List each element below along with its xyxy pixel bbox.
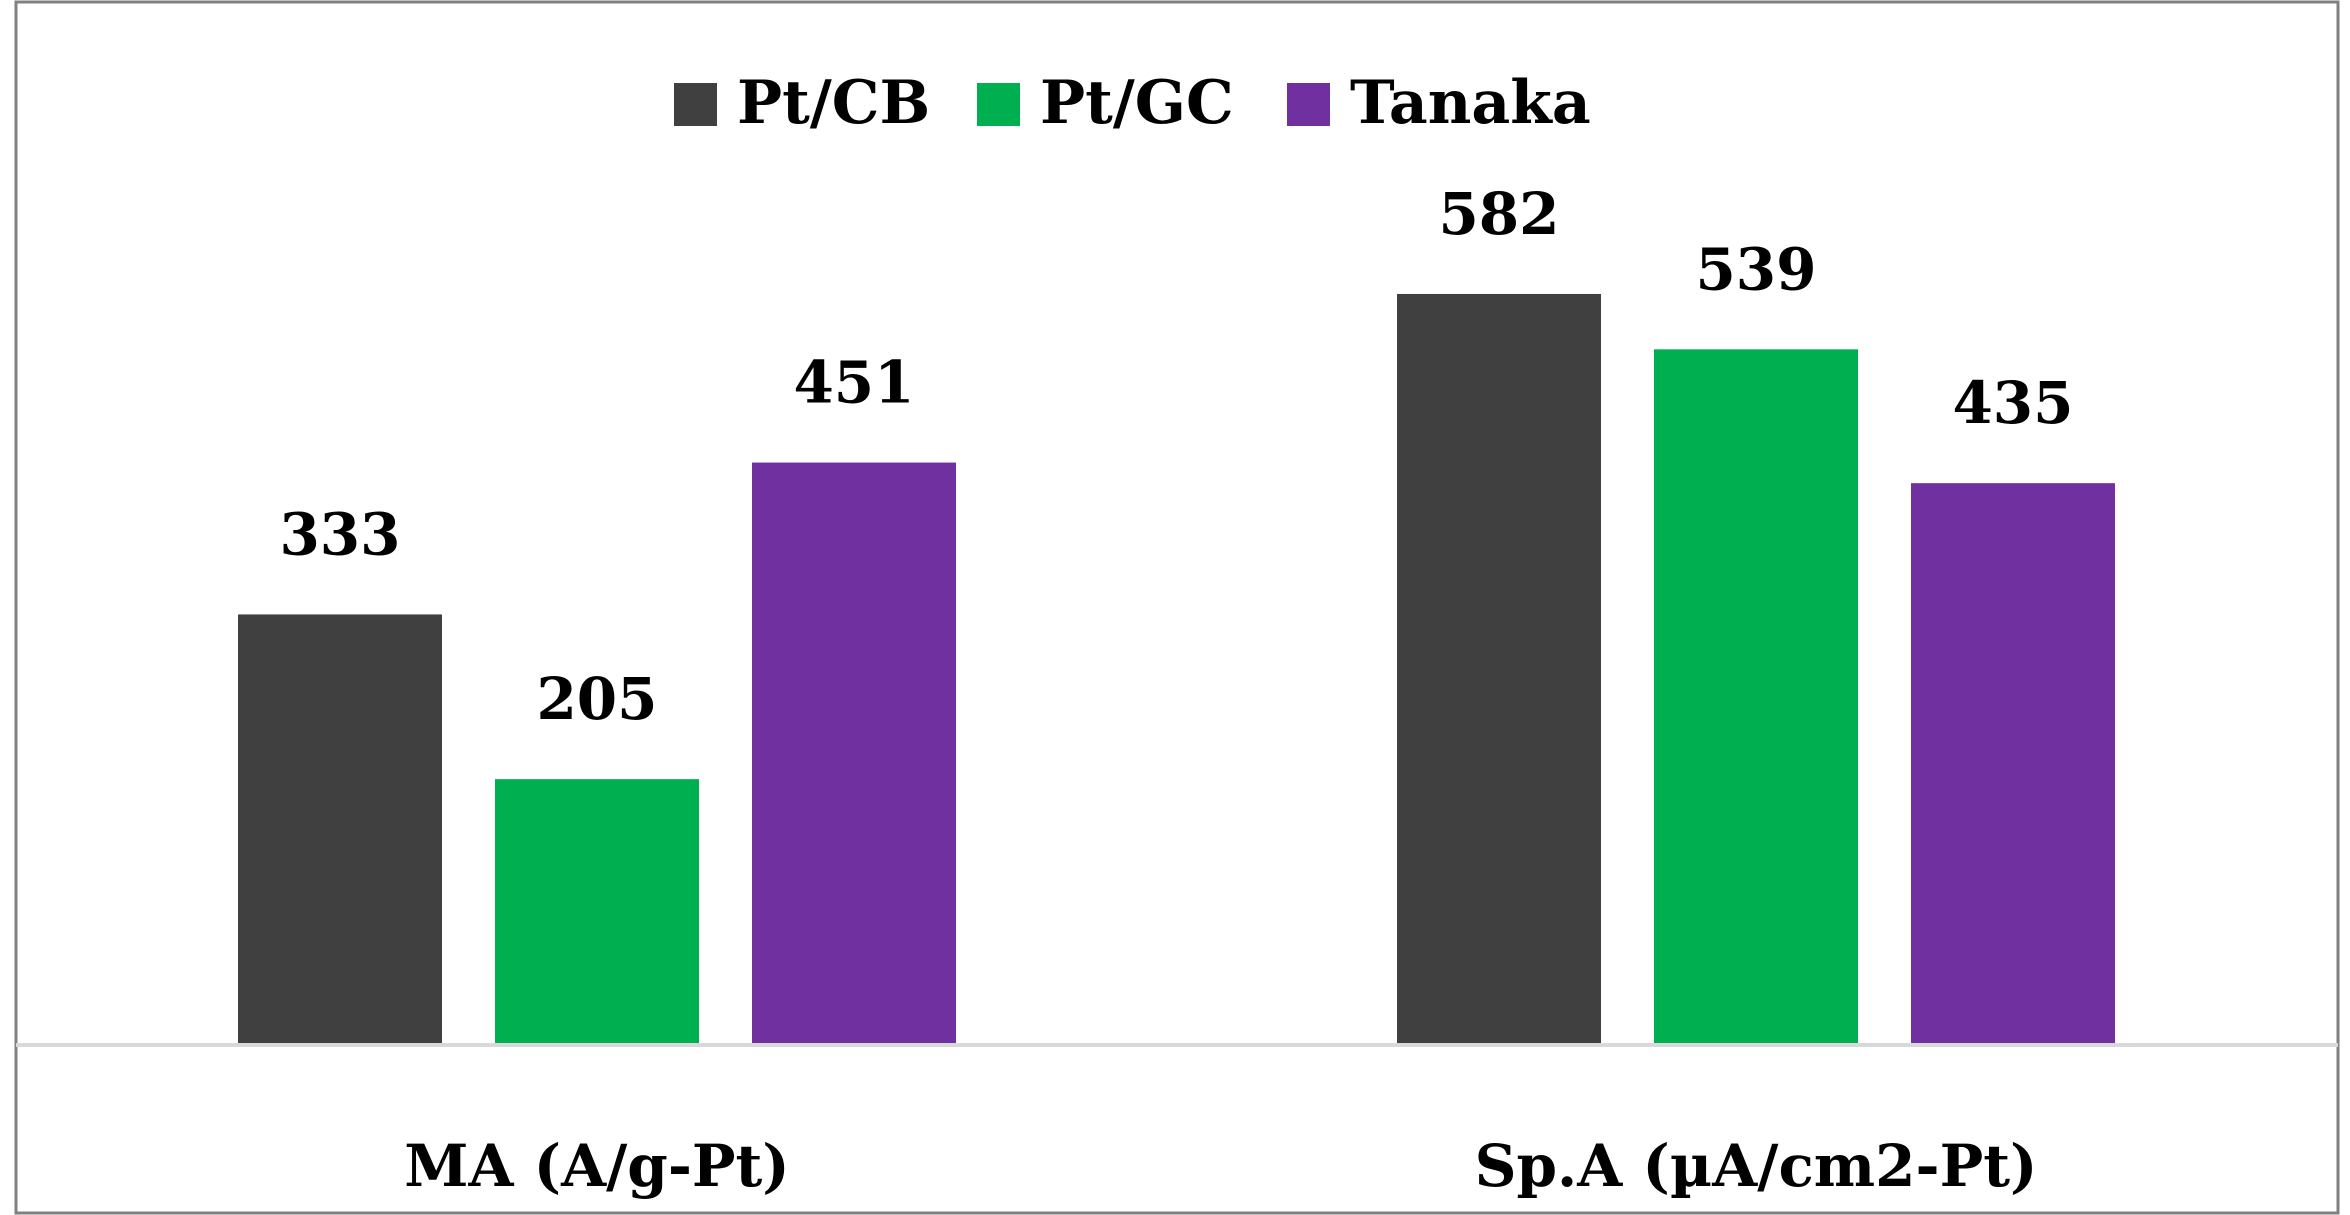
bar-pt-gc-spa (1654, 349, 1858, 1043)
bar-tanaka-ma (752, 462, 956, 1043)
legend-swatch-tanaka (1287, 83, 1330, 126)
bar-pt-cb-spa (1397, 293, 1601, 1043)
category-label-spa: Sp.A (µA/cm2-Pt) (1475, 1132, 2038, 1200)
bars-group (238, 293, 2115, 1043)
data-label-tanaka-spa: 435 (1952, 369, 2073, 437)
data-label-pt-cb-ma: 333 (279, 500, 400, 568)
category-labels: MA (A/g-Pt) Sp.A (µA/cm2-Pt) (404, 1132, 2037, 1200)
bar-pt-cb-ma (238, 614, 442, 1043)
category-label-ma: MA (A/g-Pt) (404, 1132, 790, 1200)
data-label-pt-gc-spa: 539 (1695, 235, 1816, 303)
bar-pt-gc-ma (495, 779, 699, 1043)
legend-swatch-pt-gc (977, 83, 1020, 126)
data-labels-group: 333 205 451 582 539 435 (279, 180, 2073, 733)
bar-tanaka-spa (1911, 483, 2115, 1043)
legend: Pt/CB Pt/GC Tanaka (674, 68, 1591, 138)
data-label-pt-cb-spa: 582 (1438, 180, 1559, 248)
legend-label-pt-cb: Pt/CB (737, 68, 930, 138)
data-label-pt-gc-ma: 205 (536, 665, 657, 733)
data-label-tanaka-ma: 451 (793, 349, 914, 417)
legend-label-pt-gc: Pt/GC (1040, 68, 1234, 138)
legend-swatch-pt-cb (674, 83, 717, 126)
legend-label-tanaka: Tanaka (1350, 68, 1591, 138)
